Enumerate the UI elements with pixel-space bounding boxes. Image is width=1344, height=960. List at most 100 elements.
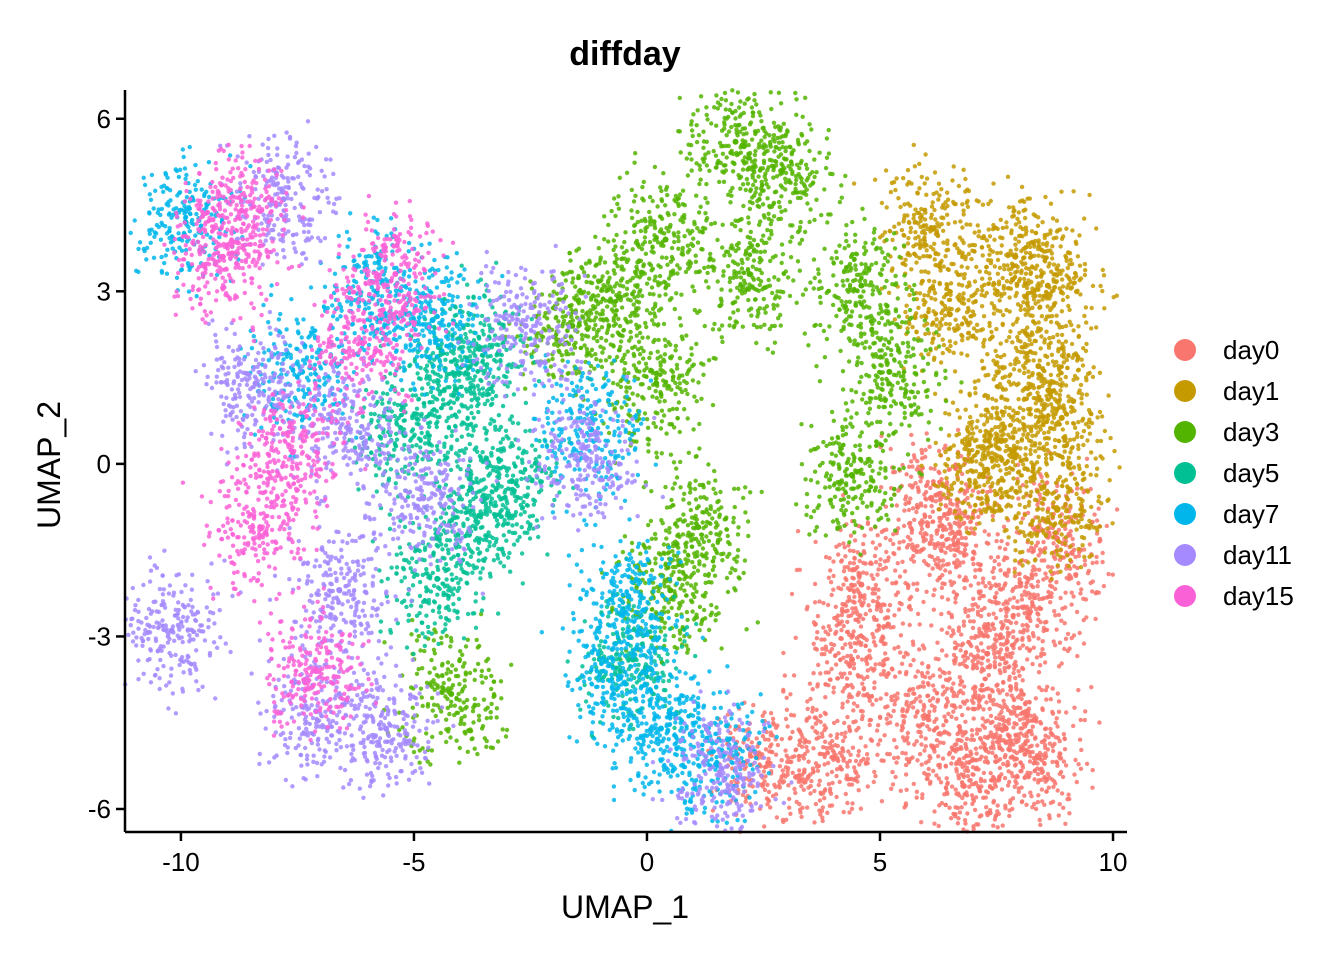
data-point — [929, 494, 934, 500]
data-point — [988, 488, 993, 494]
data-point — [1057, 438, 1062, 444]
data-point — [966, 305, 971, 311]
data-point — [714, 165, 719, 170]
data-point — [862, 533, 867, 538]
data-point — [881, 668, 886, 674]
data-point — [1076, 455, 1082, 460]
data-point — [787, 805, 792, 810]
data-point — [878, 696, 883, 701]
data-point — [1027, 744, 1032, 750]
data-point — [948, 292, 953, 297]
data-point — [833, 662, 839, 667]
data-point — [811, 620, 817, 625]
data-point — [1016, 496, 1021, 501]
data-point — [1029, 732, 1035, 737]
data-point — [1032, 760, 1037, 766]
data-point — [815, 718, 820, 723]
data-point — [1014, 750, 1019, 756]
data-point — [1028, 790, 1033, 795]
data-point — [1068, 488, 1073, 493]
data-point — [938, 502, 944, 507]
data-point — [1021, 370, 1027, 376]
data-point — [967, 431, 973, 436]
data-point — [724, 155, 729, 160]
data-point — [1044, 296, 1050, 301]
data-point — [914, 509, 919, 515]
data-point — [1014, 705, 1020, 711]
data-point — [811, 671, 816, 676]
data-point — [1013, 358, 1018, 363]
data-point — [979, 413, 984, 418]
data-point — [998, 341, 1003, 346]
data-point — [1075, 486, 1080, 491]
data-point — [999, 439, 1004, 444]
data-point — [883, 535, 888, 541]
data-point — [907, 253, 913, 258]
data-point — [976, 822, 981, 827]
data-point — [802, 767, 807, 772]
data-point — [895, 755, 901, 760]
data-point — [1013, 252, 1018, 257]
data-point — [1022, 280, 1028, 286]
data-point — [1014, 773, 1020, 778]
data-point — [940, 527, 946, 533]
data-point — [815, 730, 820, 736]
data-point — [1018, 769, 1023, 774]
data-point — [1064, 509, 1069, 514]
data-point — [1112, 448, 1117, 454]
data-point — [1055, 788, 1060, 793]
data-point — [995, 803, 1000, 808]
data-point — [932, 821, 937, 826]
data-point — [908, 474, 914, 479]
data-point — [908, 520, 913, 526]
data-point — [1006, 717, 1012, 722]
data-point — [1061, 505, 1066, 510]
data-point — [976, 514, 981, 520]
data-point — [1050, 244, 1055, 249]
data-point — [944, 790, 950, 795]
data-point — [851, 561, 857, 566]
data-point — [981, 667, 986, 673]
data-point — [919, 671, 925, 676]
data-point — [831, 690, 836, 695]
data-point — [1049, 456, 1054, 462]
data-point — [891, 532, 896, 537]
data-point — [1017, 276, 1023, 282]
data-point — [979, 496, 984, 501]
data-point — [1046, 490, 1051, 495]
data-point — [1082, 261, 1088, 267]
data-point — [1048, 201, 1054, 206]
data-point — [1076, 687, 1081, 693]
data-point — [931, 607, 936, 612]
data-point — [1001, 432, 1006, 437]
data-point — [861, 549, 866, 554]
data-point — [1057, 802, 1062, 807]
data-point — [1073, 757, 1078, 763]
data-point — [992, 237, 997, 242]
data-point — [1051, 335, 1056, 340]
data-point — [1011, 635, 1016, 640]
data-point — [919, 279, 925, 284]
data-point — [1024, 484, 1029, 489]
data-point — [1089, 305, 1094, 311]
data-point — [1015, 269, 1020, 274]
data-point — [956, 272, 961, 278]
data-point — [1083, 305, 1089, 310]
data-point — [804, 607, 809, 612]
data-point — [877, 624, 882, 629]
data-point — [836, 651, 841, 656]
data-point — [924, 431, 929, 436]
data-point — [1117, 465, 1122, 470]
data-point — [766, 756, 771, 761]
data-point — [920, 795, 925, 801]
data-point — [822, 762, 827, 767]
data-point — [976, 378, 981, 383]
data-point — [1089, 326, 1094, 331]
data-point — [948, 343, 953, 349]
data-point — [1074, 779, 1080, 785]
data-point — [1045, 771, 1051, 777]
data-point — [1079, 524, 1084, 530]
data-point — [1008, 382, 1013, 387]
data-point — [876, 595, 881, 600]
data-point — [1011, 476, 1016, 481]
